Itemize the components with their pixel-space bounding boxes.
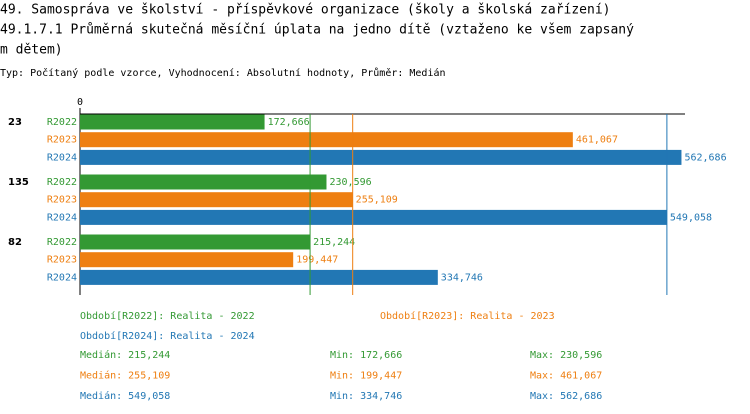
bar: [80, 234, 311, 250]
series-label: R2022: [47, 117, 77, 128]
stat-label: Max:: [530, 350, 554, 361]
legend-label: Období[R2024]: Realita - 2024: [80, 330, 255, 342]
stat-text: Max: 461,067: [530, 371, 602, 382]
series-label: R2023: [47, 195, 77, 206]
stat-text: Medián: 255,109: [80, 370, 170, 382]
x-tick-label: 0: [77, 97, 83, 108]
series-label: R2022: [47, 177, 77, 188]
bar: [80, 114, 265, 130]
bar: [80, 192, 353, 208]
stat-value: 199,447: [360, 371, 402, 382]
value-label: 230,596: [329, 177, 371, 188]
category-label: 82: [8, 237, 22, 248]
subtitle: Typ: Počítaný podle vzorce, Vyhodnocení:…: [0, 67, 446, 79]
category-label: 23: [8, 117, 22, 128]
stat-value: 172,666: [360, 350, 402, 361]
stat-value: 562,686: [560, 391, 602, 402]
value-label: 215,244: [313, 237, 355, 248]
stat-text: Medián: 215,244: [80, 349, 170, 361]
stat-label: Max:: [530, 371, 554, 382]
stat-text: Max: 562,686: [530, 391, 602, 402]
stat-label: Medián:: [80, 390, 122, 402]
value-label: 334,746: [441, 272, 483, 283]
bar: [80, 252, 294, 268]
bar: [80, 174, 327, 190]
stat-value: 334,746: [360, 391, 402, 402]
stat-value: 461,067: [560, 371, 602, 382]
series-label: R2023: [47, 255, 77, 266]
value-label: 461,067: [576, 135, 618, 146]
stat-label: Medián:: [80, 349, 122, 361]
bar: [80, 269, 438, 285]
series-label: R2024: [47, 152, 77, 163]
stat-value: 230,596: [560, 350, 602, 361]
stat-value: 255,109: [128, 371, 170, 382]
stat-label: Medián:: [80, 370, 122, 382]
stat-text: Min: 334,746: [330, 391, 402, 402]
series-label: R2024: [47, 272, 77, 283]
category-label: 135: [8, 177, 29, 188]
stat-label: Min:: [330, 391, 354, 402]
stat-value: 215,244: [128, 350, 170, 361]
stat-label: Min:: [330, 371, 354, 382]
stat-label: Min:: [330, 350, 354, 361]
stat-text: Medián: 549,058: [80, 390, 170, 402]
value-label: 255,109: [356, 195, 398, 206]
title: m dětem): [0, 43, 63, 58]
value-label: 562,686: [684, 152, 726, 163]
stat-label: Max:: [530, 391, 554, 402]
bar: [80, 149, 682, 165]
stat-text: Min: 199,447: [330, 371, 402, 382]
series-label: R2022: [47, 237, 77, 248]
stat-value: 549,058: [128, 391, 170, 402]
bar: [80, 132, 573, 148]
value-label: 199,447: [296, 255, 338, 266]
bar: [80, 209, 667, 225]
stat-text: Max: 230,596: [530, 350, 602, 361]
series-label: R2023: [47, 135, 77, 146]
title: 49.1.7.1 Průměrná skutečná měsíční úplat…: [0, 23, 634, 38]
series-label: R2024: [47, 212, 77, 223]
legend-label: Období[R2022]: Realita - 2022: [80, 310, 255, 322]
legend-label: Období[R2023]: Realita - 2023: [380, 310, 555, 322]
value-label: 549,058: [670, 212, 712, 223]
title: 49. Samospráva ve školství - příspěvkové…: [0, 3, 610, 18]
stat-text: Min: 172,666: [330, 350, 402, 361]
value-label: 172,666: [268, 117, 310, 128]
